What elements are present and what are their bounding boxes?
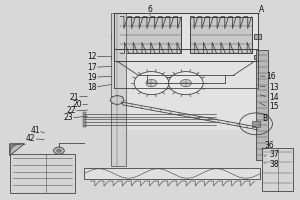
Text: 23: 23	[63, 113, 73, 122]
Circle shape	[111, 96, 124, 104]
Bar	[262, 148, 293, 191]
Bar	[83, 112, 86, 127]
Bar	[120, 17, 182, 53]
Text: B: B	[262, 114, 268, 123]
Text: 6: 6	[148, 5, 152, 14]
Text: 38: 38	[269, 160, 279, 169]
Circle shape	[169, 72, 203, 95]
Text: 16: 16	[266, 72, 276, 81]
Circle shape	[134, 72, 169, 95]
Bar	[111, 55, 118, 59]
Text: 36: 36	[265, 141, 274, 150]
Circle shape	[53, 147, 64, 154]
Bar	[251, 121, 260, 127]
Text: 14: 14	[269, 93, 279, 102]
Bar	[254, 55, 261, 59]
Text: 13: 13	[269, 83, 279, 92]
Text: A: A	[260, 5, 265, 14]
Bar	[120, 17, 182, 53]
Polygon shape	[10, 144, 25, 156]
Bar	[114, 13, 257, 130]
Text: 21: 21	[69, 93, 79, 102]
Bar	[111, 34, 118, 39]
Bar	[84, 168, 260, 179]
Text: 12: 12	[87, 52, 97, 61]
Circle shape	[146, 79, 157, 87]
Text: 17: 17	[87, 63, 97, 72]
Bar	[10, 154, 75, 193]
Text: 15: 15	[269, 102, 279, 111]
Text: 42: 42	[26, 134, 35, 143]
Text: 37: 37	[269, 150, 279, 159]
Bar	[111, 13, 126, 166]
Text: 22: 22	[66, 106, 76, 115]
Bar	[254, 34, 261, 39]
Bar	[190, 17, 251, 53]
Text: 18: 18	[87, 83, 97, 92]
Bar	[256, 50, 268, 160]
Text: 19: 19	[87, 73, 97, 82]
Text: 20: 20	[72, 100, 82, 109]
Bar	[190, 17, 251, 53]
Text: 41: 41	[30, 126, 40, 135]
Circle shape	[180, 79, 191, 87]
Circle shape	[56, 149, 61, 152]
